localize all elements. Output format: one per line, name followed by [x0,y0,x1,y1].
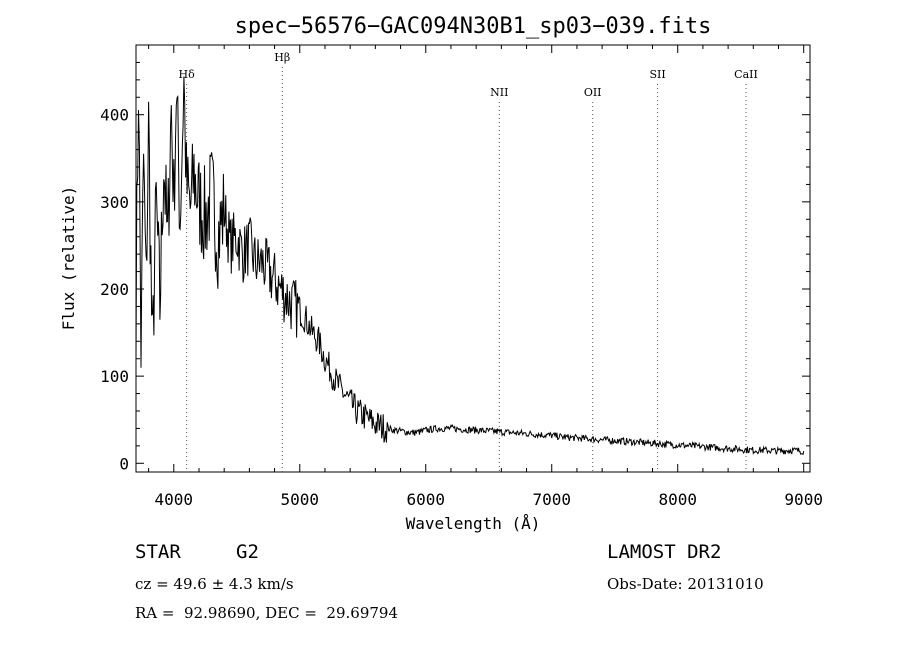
y-axis-label: Flux (relative) [59,186,78,331]
x-tick-label: 9000 [784,490,823,509]
x-axis-label: Wavelength (Å) [406,514,541,533]
y-axis-ticks: 0 100 200 300 400 [100,61,810,473]
redshift-cz: cz = 49.6 ± 4.3 km/s [135,575,294,593]
spectrum-line [135,76,805,456]
line-marker-label: SII [649,68,665,81]
y-tick-label: 0 [119,454,129,473]
coordinates: RA = 92.98690, DEC = 29.69794 [135,604,399,622]
y-tick-label: 100 [100,367,129,386]
y-tick-label: 200 [100,280,129,299]
observation-date: Obs-Date: 20131010 [607,575,764,593]
line-marker-label: Hβ [274,51,290,64]
plot-frame [135,44,811,473]
line-marker-label: Hδ [179,68,196,81]
survey-name: LAMOST DR2 [607,541,722,563]
y-tick-label: 300 [100,193,129,212]
x-tick-label: 6000 [406,490,445,509]
line-marker-label: CaII [734,68,758,81]
x-tick-label: 7000 [532,490,571,509]
object-subclass: G2 [236,541,259,563]
x-axis-ticks: 4000 5000 6000 7000 8000 9000 [148,45,823,509]
x-tick-label: 8000 [658,490,697,509]
line-marker-label: OII [584,86,602,99]
chart-title: spec−56576−GAC094N30B1_sp03−039.fits [235,14,712,39]
x-tick-label: 4000 [155,490,194,509]
x-tick-label: 5000 [281,490,320,509]
y-tick-label: 400 [100,106,129,125]
line-marker-label: NII [490,86,508,99]
object-class: STAR [135,541,181,563]
